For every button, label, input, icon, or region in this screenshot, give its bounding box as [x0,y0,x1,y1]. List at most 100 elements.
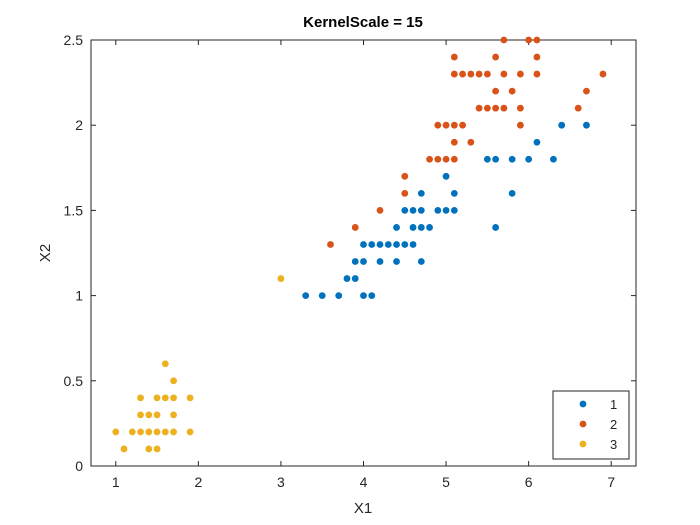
data-point-series-2 [516,104,524,112]
data-point-series-3 [186,428,194,436]
data-point-series-2 [467,138,475,146]
data-point-series-2 [492,53,500,61]
data-point-series-1 [450,207,458,214]
data-point-series-2 [459,70,466,78]
data-point-series-1 [351,258,359,265]
data-point-series-3 [145,445,153,453]
legend-label: 2 [610,417,617,432]
data-point-series-3 [128,428,136,436]
axis-ticks: 1 2 3 4 5 6 7 0 0.5 1 1.5 2 2.5 [64,32,636,490]
data-points [112,36,607,453]
legend-box [552,390,630,460]
data-point-series-2 [583,87,590,95]
data-point-series-2 [450,53,458,61]
data-point-series-2 [426,155,433,163]
x-tick-label: 6 [525,474,533,490]
data-point-series-1 [409,241,417,248]
data-point-series-2 [483,104,491,112]
y-tick-label: 1.5 [64,202,84,218]
data-point-series-1 [401,241,409,248]
data-point-series-3 [170,428,177,436]
data-point-series-2 [508,87,516,95]
legend-marker [579,440,587,448]
legend-label: 1 [610,397,617,412]
y-axis-label: X2 [37,244,54,262]
data-point-series-1 [426,224,433,231]
data-point-series-1 [401,207,409,214]
data-point-series-2 [450,138,458,146]
data-point-series-2 [599,70,607,78]
data-point-series-2 [401,172,409,180]
data-point-series-2 [475,104,483,112]
data-point-series-1 [442,172,450,180]
legend-label: 3 [610,437,617,452]
data-point-series-2 [459,121,466,129]
data-point-series-2 [442,155,450,163]
data-point-series-2 [500,36,508,44]
legend-marker [579,400,587,408]
data-point-series-2 [533,70,541,78]
data-point-series-1 [442,207,450,214]
data-point-series-1 [360,241,367,248]
data-point-series-2 [475,70,483,78]
data-point-series-2 [442,121,450,129]
data-point-series-2 [516,70,524,78]
data-point-series-3 [137,411,144,419]
data-point-series-3 [161,394,169,402]
x-tick-label: 5 [442,474,450,490]
data-point-series-1 [417,224,425,231]
x-tick-label: 3 [277,474,285,490]
data-point-series-1 [368,292,376,299]
data-point-series-1 [434,207,442,214]
data-point-series-1 [450,189,458,197]
data-point-series-2 [376,207,384,214]
data-point-series-1 [417,189,425,197]
x-tick-label: 4 [360,474,368,490]
y-tick-label: 2 [75,117,83,133]
data-point-series-1 [384,241,392,248]
data-point-series-2 [450,155,458,163]
data-point-series-3 [153,411,161,419]
data-point-series-3 [161,360,169,368]
data-point-series-3 [137,428,144,436]
data-point-series-1 [508,189,516,197]
data-point-series-1 [393,258,400,265]
legend: 1 2 3 [552,390,630,460]
data-point-series-1 [360,258,367,265]
data-point-series-2 [434,121,442,129]
x-axis-label: X1 [354,500,372,517]
data-point-series-1 [409,224,417,231]
data-point-series-3 [277,275,285,282]
data-point-series-1 [492,224,500,231]
data-point-series-1 [360,292,367,299]
data-point-series-2 [492,87,500,95]
data-point-series-2 [351,224,359,231]
data-point-series-3 [170,377,177,385]
data-point-series-3 [153,445,161,453]
data-point-series-3 [145,428,153,436]
y-tick-label: 1 [75,288,83,304]
data-point-series-3 [153,428,161,436]
data-point-series-1 [368,241,376,248]
data-point-series-1 [417,207,425,214]
y-tick-label: 0.5 [64,373,84,389]
data-point-series-1 [393,224,400,231]
data-point-series-3 [137,394,144,402]
x-tick-label: 7 [607,474,615,490]
x-tick-label: 1 [112,474,120,490]
data-point-series-1 [558,121,566,129]
data-point-series-1 [302,292,310,299]
data-point-series-3 [170,394,177,402]
data-point-series-1 [376,241,384,248]
data-point-series-2 [483,70,491,78]
data-point-series-2 [401,189,409,197]
data-point-series-1 [335,292,343,299]
data-point-series-1 [508,155,516,163]
data-point-series-1 [525,155,533,163]
data-point-series-2 [492,104,500,112]
data-point-series-3 [112,428,120,436]
data-point-series-3 [153,394,161,402]
data-point-series-1 [417,258,425,265]
data-point-series-3 [161,428,169,436]
data-point-series-2 [434,155,442,163]
